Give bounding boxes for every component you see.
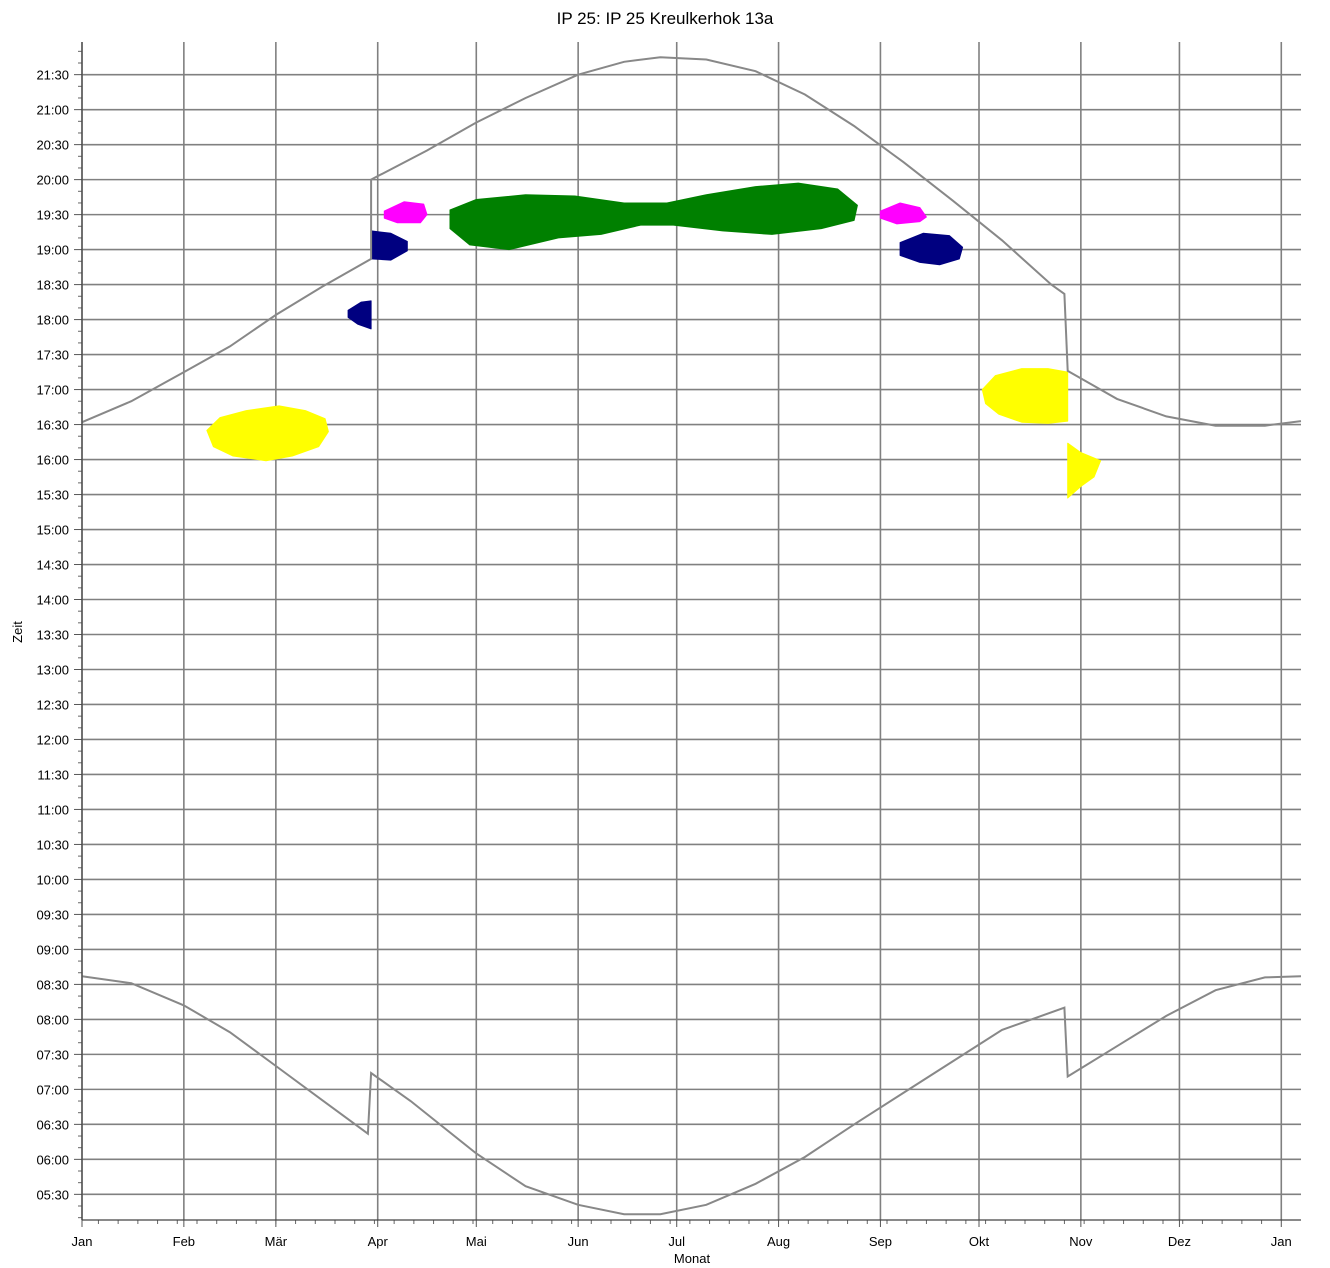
y-axis: 05:30 06:00 06:30 07:00 07:30 08:00 08:30 09:00… [36,42,83,1220]
y-tick-label: 21:00 [36,103,69,118]
x-axis-title: Monat [674,1251,711,1266]
y-tick-label: 11:00 [37,802,69,817]
sun-time-line [81,975,1302,1216]
x-tick-label: Aug [767,1234,790,1249]
shadow-area [879,202,927,225]
y-tick-label: 16:30 [36,418,69,433]
y-tick-label: 13:30 [36,627,69,642]
y-tick-label: 06:30 [36,1117,69,1132]
y-tick-label: 08:00 [36,1012,69,1027]
y-tick-label: 05:30 [36,1187,69,1202]
y-tick-label: 18:00 [36,313,69,328]
y-tick-label: 08:30 [36,977,69,992]
y-tick-label: 11:30 [37,767,69,782]
y-tick-label: 16:00 [36,453,69,468]
y-tick-label: 09:30 [36,907,69,922]
x-tick-label: Jan [1271,1234,1292,1249]
shadow-area [383,201,428,224]
x-tick-label: Mai [466,1234,487,1249]
y-tick-label: 10:00 [36,872,69,887]
y-tick-label: 20:30 [36,138,69,153]
shadow-area [1067,442,1102,499]
shadow-area [370,230,408,261]
x-tick-label: Apr [368,1234,389,1249]
y-tick-label: 07:00 [36,1082,69,1097]
sun-time-line [81,56,1302,427]
y-tick-label: 07:30 [36,1047,69,1062]
y-tick-label: 17:30 [36,348,69,363]
shadow-area [449,182,858,251]
x-tick-label: Okt [969,1234,990,1249]
y-axis-title: Zeit [10,621,25,643]
x-tick-label: Jun [568,1234,589,1249]
shadow-area [899,232,964,266]
y-tick-label: 14:30 [36,558,69,573]
data-areas [206,182,1102,499]
x-tick-label: Jan [72,1234,93,1249]
x-tick-label: Feb [173,1234,195,1249]
y-tick-label: 18:30 [36,278,69,293]
y-tick-label: 20:00 [36,173,69,188]
y-tick-label: 12:00 [36,732,69,747]
y-tick-label: 06:00 [36,1152,69,1167]
shadow-area [347,300,372,330]
grid [81,42,1301,1220]
y-tick-label: 10:30 [36,837,69,852]
y-tick-label: 15:30 [36,488,69,503]
x-tick-label: Jul [668,1234,685,1249]
y-tick-label: 09:00 [36,942,69,957]
y-tick-label: 19:30 [36,208,69,223]
y-tick-label: 12:30 [36,697,69,712]
sunrise-sunset-lines [81,56,1302,1216]
x-tick-label: Nov [1069,1234,1093,1249]
x-tick-label: Sep [869,1234,892,1249]
x-tick-label: Dez [1168,1234,1191,1249]
y-tick-label: 21:30 [36,68,69,83]
x-axis: Jan Feb Mär Apr Mai Jun Jul Aug Sep Okt Nov Dez Jan [72,1219,1301,1249]
y-tick-label: 19:00 [36,243,69,258]
shadow-area [206,405,329,462]
chart-title: IP 25: IP 25 Kreulkerhok 13a [557,9,774,28]
y-tick-label: 15:00 [36,523,69,538]
shadow-area [981,368,1069,424]
y-tick-label: 17:00 [36,383,69,398]
y-tick-label: 14:00 [36,593,69,608]
x-tick-label: Mär [265,1234,288,1249]
y-tick-label: 13:00 [36,662,69,677]
